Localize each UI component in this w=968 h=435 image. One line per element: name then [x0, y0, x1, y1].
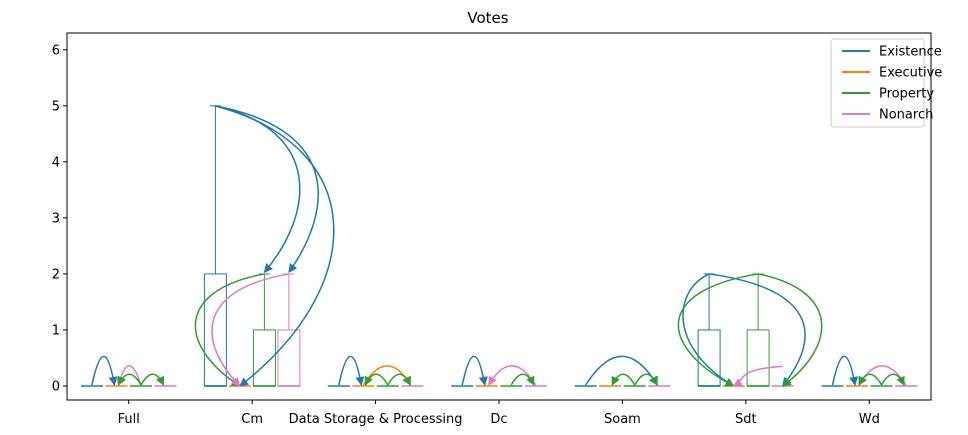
- box-sdt-property: [746, 273, 770, 387]
- legend-label-executive: Executive: [879, 66, 942, 81]
- legend-label-nonarch: Nonarch: [879, 108, 933, 123]
- y-tick-label: 1: [52, 323, 60, 338]
- box-sdt-existence-body: [697, 329, 721, 387]
- arc-wd-property-17: [880, 373, 905, 386]
- arc-soam-property-12: [611, 373, 636, 386]
- x-tick-label-full: Full: [118, 412, 140, 427]
- arc-full-property-3: [140, 373, 165, 386]
- arc-soam-property-13: [634, 373, 658, 386]
- arrow-sdt-property-to-baseline-a: [677, 273, 759, 387]
- arc-wd-property-16: [858, 373, 883, 386]
- box-cm-existence: [203, 105, 227, 387]
- arc-dc-property-10: [510, 373, 535, 386]
- arc-dc-existence-8: [461, 355, 488, 386]
- arrow-cm-nonarch-loop: [211, 273, 290, 387]
- arc-data-storage-processing-existence-4: [338, 355, 365, 386]
- legend-frame: [830, 38, 925, 128]
- y-tick-label: 5: [52, 99, 60, 114]
- x-tick-label-soam: Soam: [604, 412, 641, 427]
- x-tick-label-cm: Cm: [241, 412, 263, 427]
- x-axis: Full Cm Data Storage & Processing Dc Soam Sdt…: [118, 400, 880, 427]
- arc-full-nonarch-1: [116, 365, 142, 386]
- arc-soam-existence-11: [585, 355, 658, 386]
- x-tick-label-wd: Wd: [859, 412, 880, 427]
- y-tick-label: 6: [52, 43, 60, 58]
- arrow-cm-existence-to-property: [215, 105, 301, 273]
- y-axis: 0 1 2 3 4 5 6: [52, 43, 67, 394]
- x-tick-label-sdt: Sdt: [735, 412, 757, 427]
- legend-label-existence: Existence: [879, 45, 942, 60]
- x-tick-label-data-storage-processing: Data Storage & Processing: [289, 412, 463, 427]
- arrow-cm-property-loop: [194, 273, 265, 387]
- box-sdt-property-body: [746, 329, 770, 387]
- plot-area: [80, 105, 918, 387]
- arrow-sdt-nonarch-small: [732, 365, 783, 387]
- y-tick-label: 2: [52, 267, 60, 282]
- plot-frame: [66, 32, 932, 401]
- box-sdt-existence: [697, 273, 721, 387]
- y-tick-label: 0: [52, 379, 60, 394]
- arc-wd-existence-14: [831, 355, 859, 386]
- chart-title: Votes: [467, 9, 508, 27]
- arc-full-property-2: [117, 373, 142, 386]
- y-tick-label: 4: [52, 155, 60, 170]
- arrow-sdt-existence-to-baseline-b: [709, 273, 806, 387]
- arc-data-storage-processing-property-7: [387, 373, 411, 386]
- arc-full-existence-0: [91, 355, 118, 386]
- y-tick-label: 3: [52, 211, 60, 226]
- arrow-sdt-property-to-baseline-b: [757, 273, 823, 387]
- legend: Existence Executive Property Nonarch: [830, 38, 942, 128]
- arrow-cm-existence-to-baseline: [215, 105, 335, 387]
- arc-data-storage-processing-property-6: [364, 373, 389, 386]
- legend-label-property: Property: [879, 87, 934, 102]
- arrow-sdt-existence-to-baseline-a: [682, 273, 735, 387]
- box-cm-existence-body: [203, 273, 227, 387]
- arrow-cm-existence-to-nonarch: [215, 105, 319, 273]
- x-tick-label-dc: Dc: [490, 412, 507, 427]
- box-cm-property: [252, 273, 276, 387]
